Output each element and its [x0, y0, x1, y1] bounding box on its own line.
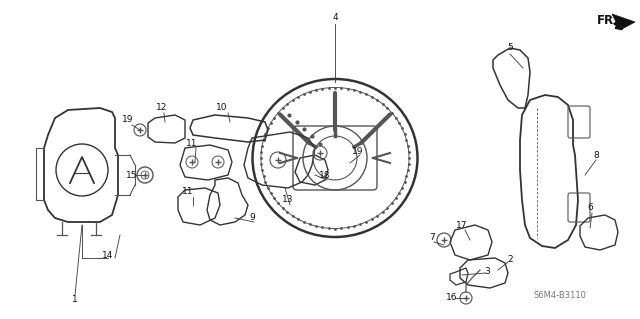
Text: 19: 19 — [122, 115, 134, 124]
Text: 1: 1 — [72, 295, 78, 305]
Text: 11: 11 — [182, 188, 194, 197]
Text: S6M4-B3110: S6M4-B3110 — [534, 291, 587, 300]
Polygon shape — [612, 14, 635, 30]
Text: 7: 7 — [429, 234, 435, 242]
Text: 9: 9 — [249, 213, 255, 222]
Text: 13: 13 — [282, 196, 294, 204]
Text: 4: 4 — [332, 13, 338, 23]
Text: 14: 14 — [102, 250, 114, 259]
Text: 10: 10 — [216, 103, 228, 113]
Text: 15: 15 — [126, 170, 138, 180]
Text: 5: 5 — [507, 43, 513, 53]
Text: 3: 3 — [484, 268, 490, 277]
Text: 12: 12 — [156, 103, 168, 113]
Text: 8: 8 — [593, 151, 599, 160]
Text: 11: 11 — [186, 138, 198, 147]
Text: FR.: FR. — [597, 13, 619, 26]
Text: 19: 19 — [352, 147, 364, 157]
Text: 16: 16 — [446, 293, 458, 302]
Text: 6: 6 — [587, 204, 593, 212]
Text: 17: 17 — [456, 220, 468, 229]
Text: 2: 2 — [507, 256, 513, 264]
Text: 18: 18 — [319, 170, 331, 180]
